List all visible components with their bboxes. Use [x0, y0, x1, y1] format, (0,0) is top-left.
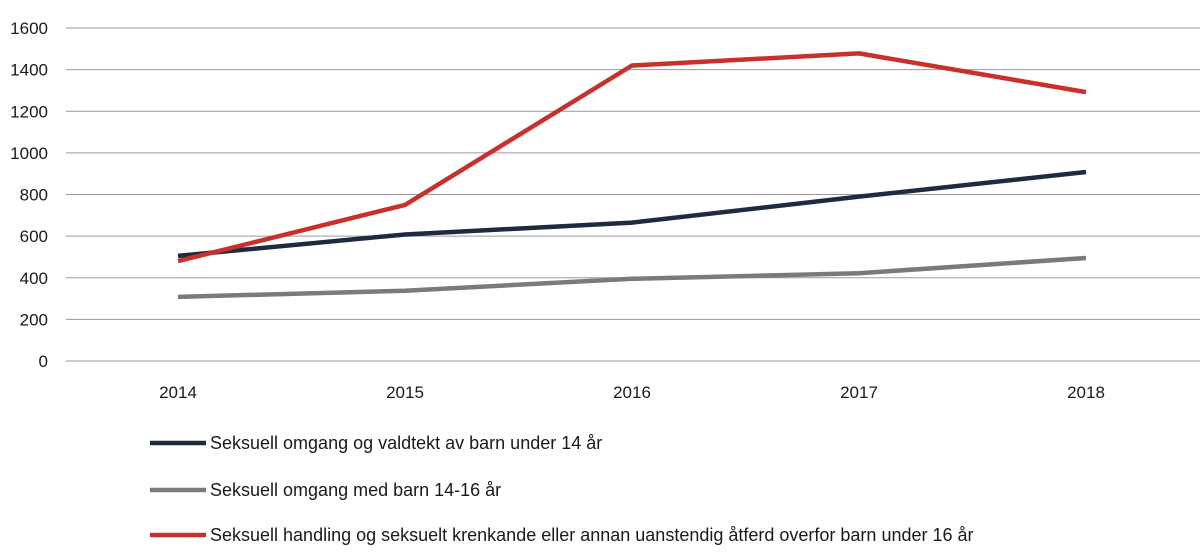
y-tick-label: 1200: [10, 102, 48, 121]
y-tick-label: 1600: [10, 19, 48, 38]
y-tick-label: 400: [20, 269, 48, 288]
y-tick-label: 1000: [10, 144, 48, 163]
x-tick-label: 2014: [159, 383, 197, 402]
y-axis: 0 200 400 600 800 1000 1200 1400 1600: [10, 19, 48, 371]
x-tick-label: 2017: [840, 383, 878, 402]
legend-item: Seksuell handling og seksuelt krenkande …: [150, 525, 974, 545]
series-line-1: [177, 169, 1087, 259]
y-tick-label: 1400: [10, 61, 48, 80]
y-tick-label: 0: [39, 352, 48, 371]
series-line-3: [177, 51, 1087, 264]
legend-label: Seksuell omgang og valdtekt av barn unde…: [210, 433, 602, 453]
series-line-2: [177, 255, 1087, 300]
y-tick-label: 800: [20, 186, 48, 205]
series-lines: [177, 51, 1087, 300]
legend-item: Seksuell omgang med barn 14-16 år: [150, 480, 501, 500]
x-tick-label: 2016: [613, 383, 651, 402]
legend-label: Seksuell handling og seksuelt krenkande …: [210, 525, 974, 545]
x-axis: 2014 2015 2016 2017 2018: [159, 383, 1105, 402]
x-tick-label: 2015: [386, 383, 424, 402]
legend-item: Seksuell omgang og valdtekt av barn unde…: [150, 433, 602, 453]
legend-label: Seksuell omgang med barn 14-16 år: [210, 480, 501, 500]
x-tick-label: 2018: [1067, 383, 1105, 402]
y-tick-label: 200: [20, 310, 48, 329]
legend: Seksuell omgang og valdtekt av barn unde…: [150, 433, 974, 545]
y-tick-label: 600: [20, 227, 48, 246]
gridlines: [66, 27, 1200, 362]
